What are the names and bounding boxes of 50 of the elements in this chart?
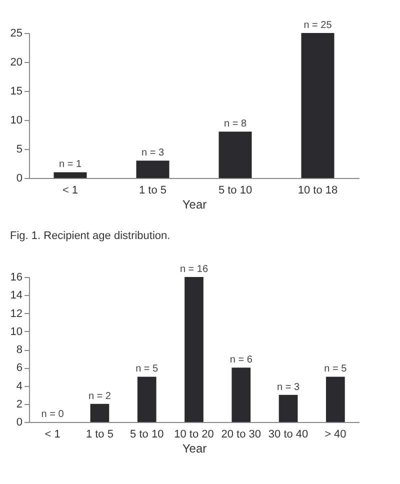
bar (90, 404, 110, 422)
bar (232, 368, 251, 422)
data-label: n = 0 (41, 409, 64, 420)
x-tick-label: < 1 (62, 184, 78, 196)
y-tick-label: 0 (16, 172, 22, 184)
x-tick-label: 1 to 5 (138, 184, 167, 196)
x-tick-label: 30 to 40 (268, 428, 308, 440)
data-label: n = 25 (304, 20, 332, 31)
bar (278, 394, 298, 422)
x-tick-label: 10 to 20 (174, 428, 214, 440)
y-tick-label: 8 (16, 344, 22, 356)
y-tick-label: 20 (10, 56, 22, 68)
x-tick-label: 5 to 10 (130, 428, 164, 440)
y-tick-label: 0 (16, 416, 22, 428)
x-tick-label: 5 to 10 (218, 184, 252, 196)
bar (54, 172, 87, 178)
x-tick-label: > 40 (324, 428, 346, 440)
data-label: n = 8 (224, 118, 247, 130)
x-axis-title: Year (182, 198, 207, 212)
data-label: n = 3 (141, 148, 164, 159)
y-tick-label: 10 (10, 114, 22, 126)
y-tick-label: 5 (16, 144, 22, 156)
data-label: n = 2 (88, 390, 112, 402)
data-label: n = 3 (277, 382, 300, 393)
x-tick-label: < 1 (44, 428, 60, 440)
y-tick-label: 6 (16, 362, 22, 374)
bar (301, 33, 334, 178)
y-tick-label: 16 (10, 272, 22, 284)
x-tick-label: 20 to 30 (221, 428, 262, 440)
y-tick-label: 12 (10, 308, 22, 320)
bar (184, 277, 204, 422)
y-tick-label: 4 (16, 380, 22, 392)
y-tick-label: 25 (10, 28, 22, 40)
bar (326, 376, 345, 422)
y-tick-label: 15 (10, 86, 22, 98)
bar (137, 376, 156, 422)
data-label: n = 1 (58, 159, 82, 170)
x-axis-title: Year (182, 442, 207, 456)
data-label: n = 5 (136, 364, 159, 375)
data-label: n = 6 (230, 354, 253, 366)
data-label: n = 5 (324, 364, 348, 375)
y-tick-label: 2 (16, 398, 22, 410)
x-tick-label: 10 to 18 (298, 184, 338, 196)
caption: Fig. 1. Recipient age distribution. (10, 230, 172, 242)
x-tick-label: 1 to 5 (86, 428, 114, 440)
bar (136, 160, 170, 178)
data-label: n = 16 (180, 264, 208, 275)
y-tick-label: 14 (10, 290, 22, 302)
bar (218, 132, 252, 178)
y-tick-label: 10 (10, 326, 22, 338)
